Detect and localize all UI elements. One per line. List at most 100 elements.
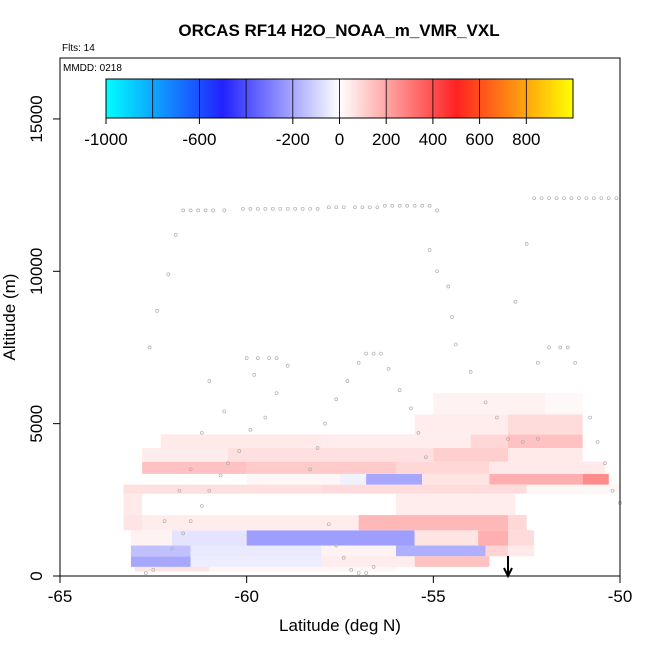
track-point [345,379,350,383]
track-point [577,196,581,201]
track-point [256,206,260,211]
track-point [207,379,212,383]
track-point [379,351,383,356]
chart-title: ORCAS RF14 H2O_NOAA_m_VMR_VXL [178,21,499,40]
heatmap-cell [130,530,172,546]
track-point [200,504,204,508]
track-point [521,440,525,444]
track-point [371,565,376,569]
track-point [405,203,410,208]
track-point [285,206,290,211]
heatmap-cell [321,484,527,494]
y-axis-label: Altitude (m) [0,274,19,361]
track-point [603,461,607,466]
heatmap-cell [414,556,490,567]
track-point [547,196,551,201]
track-point [323,421,327,426]
track-point [588,415,592,420]
plot-frame [59,57,621,577]
colorbar-tick-label: 800 [512,130,540,149]
launch-arrow-icon [503,556,513,579]
track-point [188,208,193,213]
y-axis-ticks: 0 5000 10000 15000 [27,95,60,581]
track-point [435,269,439,274]
track-point [263,415,268,420]
track-point [360,205,365,210]
heatmap-cell [340,473,367,485]
heatmap-cell [366,473,423,485]
y-tick-label: 15000 [27,95,46,142]
track-point [151,568,156,572]
track-point [364,571,368,575]
track-point [188,467,193,472]
track-point [427,203,432,208]
colorbar-tick-label: -1000 [84,130,127,149]
heatmap-cell [508,545,535,557]
track-point [162,558,167,563]
track-point [409,406,413,411]
heatmap-cell [321,545,396,557]
track-point [397,203,402,208]
track-point [468,369,473,374]
x-tick-label: -60 [234,587,259,606]
track-point [494,415,499,420]
heatmap-cells [123,393,620,572]
track-point [569,196,574,201]
track-point [293,206,298,211]
x-axis-label: Latitude (deg N) [279,616,401,635]
track-point [218,473,223,478]
heatmap-cell [142,515,359,531]
heatmap-cell [190,545,322,557]
track-point [435,208,439,213]
heatmap-cell [123,493,143,516]
x-tick-label: -55 [421,587,446,606]
heatmap-cell [358,515,508,531]
colorbar-tick-label: 400 [419,130,447,149]
track-point [200,430,204,435]
heatmap-cell [582,473,609,485]
track-point [188,519,193,524]
track-point [173,232,178,237]
track-point [241,206,245,211]
heatmap-cell [228,448,434,462]
track-point [536,360,540,365]
heatmap-cell [396,493,516,516]
track-point [506,437,510,441]
track-point [427,248,432,252]
track-point [300,206,305,211]
date-label: MMDD: 0218 [63,63,122,74]
heatmap-cell [414,414,508,435]
track-point [166,272,171,277]
track-point [610,488,615,493]
track-point [356,571,361,575]
x-tick-label: -50 [608,587,633,606]
track-point [536,437,540,441]
heatmap-cell [478,530,508,546]
track-point [450,315,454,319]
track-point [274,356,279,360]
track-point [424,455,428,460]
track-point [375,205,380,210]
track-point [368,205,372,210]
track-point [170,546,174,551]
heatmap-cell [508,530,535,546]
heatmap-cell [190,556,322,567]
track-point [524,242,529,246]
heatmap-cell [508,448,583,462]
heatmap-cell [142,448,228,462]
track-point [532,196,536,201]
track-point [562,196,566,201]
heatmap-cell [526,484,620,494]
track-point [614,196,619,201]
track-point [386,366,391,371]
track-point [196,208,200,213]
track-point [256,356,260,360]
track-point [558,345,563,350]
heatmap-cell [160,434,322,449]
track-point [382,203,387,208]
colorbar-tick-label: -600 [182,130,216,149]
heatmap-cell [508,414,583,435]
track-point [446,284,451,289]
track-point [274,391,279,396]
